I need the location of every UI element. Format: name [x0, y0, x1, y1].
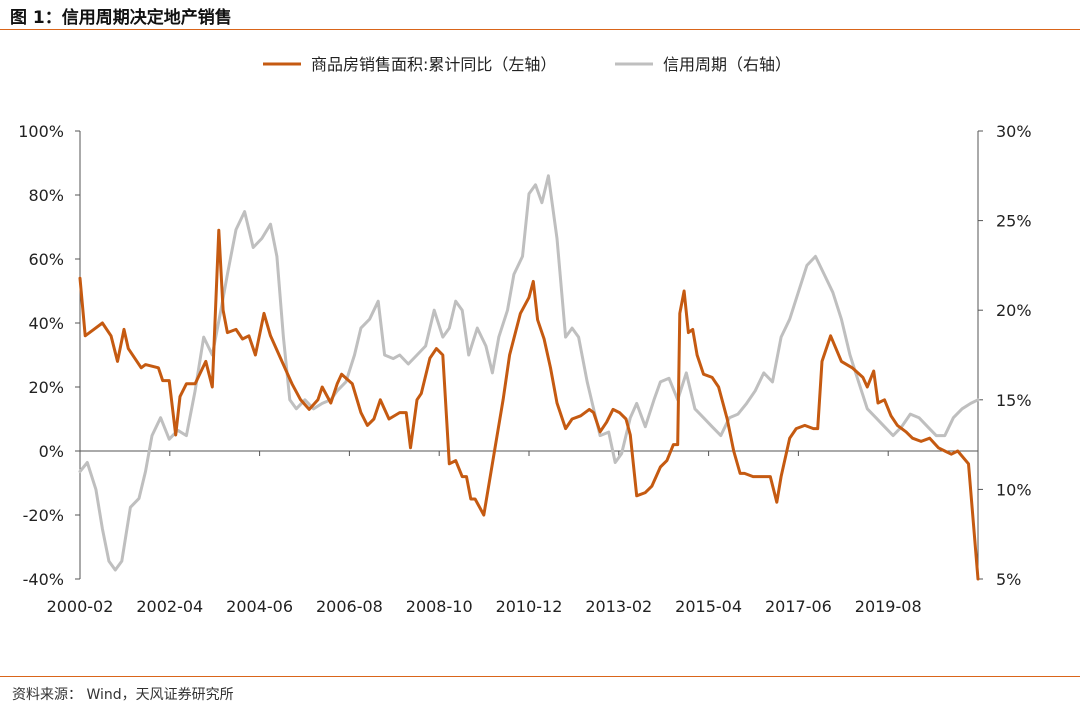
x-tick-label: 2013-02	[585, 597, 652, 616]
chart: 商品房销售面积:累计同比（左轴） 信用周期（右轴） -40% -20% 0% 20% 40…	[18, 55, 1031, 616]
plot-area	[78, 174, 980, 581]
top-rule	[0, 29, 1080, 30]
x-tick-label: 2015-04	[675, 597, 742, 616]
y-right-tick-label: 20%	[996, 301, 1032, 320]
tick-labels: -40% -20% 0% 20% 40% 60% 80% 100% 5% 10% 15% 20% 25%…	[18, 122, 1031, 616]
y-left-tick-label: 80%	[28, 186, 64, 205]
axes	[75, 130, 983, 580]
y-right-tick-label: 10%	[996, 480, 1032, 499]
y-right-tick-label: 15%	[996, 391, 1032, 410]
y-left-tick-label: -40%	[23, 570, 64, 589]
y-left-tick-label: -20%	[23, 506, 64, 525]
x-tick-label: 2010-12	[496, 597, 563, 616]
y-left-tick-label: 60%	[28, 250, 64, 269]
x-tick-label: 2019-08	[855, 597, 922, 616]
series-line-sales	[78, 228, 980, 581]
x-tick-label: 2006-08	[316, 597, 383, 616]
x-tick-label: 2008-10	[406, 597, 473, 616]
y-right-tick-label: 30%	[996, 122, 1032, 141]
legend-item-credit-label: 信用周期（右轴）	[663, 55, 791, 74]
series-line-credit	[78, 174, 980, 572]
y-right-tick-label: 25%	[996, 212, 1032, 231]
y-left-tick-label: 40%	[28, 314, 64, 333]
figure-title: 图 1：信用周期决定地产销售	[10, 8, 232, 28]
y-left-tick-label: 20%	[28, 378, 64, 397]
y-left-tick-label: 0%	[39, 442, 64, 461]
bottom-rule	[0, 676, 1080, 677]
x-tick-label: 2002-04	[136, 597, 203, 616]
source-note: 资料来源： Wind，天风证券研究所	[12, 687, 234, 703]
x-tick-label: 2004-06	[226, 597, 293, 616]
y-right-tick-label: 5%	[996, 570, 1021, 589]
legend-item-sales-label: 商品房销售面积:累计同比（左轴）	[311, 55, 556, 74]
x-tick-label: 2017-06	[765, 597, 832, 616]
legend: 商品房销售面积:累计同比（左轴） 信用周期（右轴）	[263, 55, 791, 74]
y-left-tick-label: 100%	[18, 122, 64, 141]
x-tick-label: 2000-02	[47, 597, 114, 616]
